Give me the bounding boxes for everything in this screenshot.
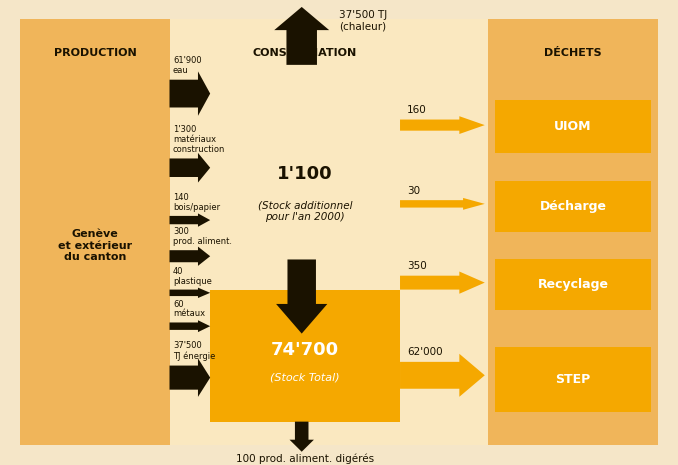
Text: 300
prod. aliment.: 300 prod. aliment. — [173, 227, 232, 246]
Text: 30: 30 — [407, 186, 420, 196]
Text: PRODUCTION: PRODUCTION — [54, 48, 136, 58]
Text: UIOM: UIOM — [554, 120, 592, 133]
FancyBboxPatch shape — [495, 100, 651, 153]
Text: 61'900
eau: 61'900 eau — [173, 56, 201, 74]
FancyBboxPatch shape — [495, 259, 651, 311]
Text: 160: 160 — [407, 105, 426, 115]
Text: 350: 350 — [407, 261, 426, 271]
Text: 140
bois/papier: 140 bois/papier — [173, 193, 220, 212]
Text: 1'100: 1'100 — [277, 165, 333, 183]
Polygon shape — [170, 71, 210, 116]
Polygon shape — [400, 272, 485, 294]
FancyBboxPatch shape — [495, 347, 651, 412]
Text: 62'000: 62'000 — [407, 347, 443, 357]
Text: STEP: STEP — [555, 373, 591, 386]
FancyBboxPatch shape — [20, 19, 170, 445]
FancyBboxPatch shape — [407, 19, 488, 445]
Polygon shape — [290, 422, 314, 452]
Text: 74'700: 74'700 — [271, 341, 339, 359]
FancyBboxPatch shape — [488, 19, 658, 445]
Text: Recyclage: Recyclage — [538, 279, 608, 292]
Polygon shape — [170, 288, 210, 298]
Polygon shape — [170, 320, 210, 332]
FancyBboxPatch shape — [210, 290, 400, 422]
Text: 100 prod. aliment. digérés: 100 prod. aliment. digérés — [236, 453, 374, 464]
Polygon shape — [170, 359, 210, 397]
Polygon shape — [276, 259, 327, 333]
Text: 37'500
TJ énergie: 37'500 TJ énergie — [173, 341, 216, 361]
FancyBboxPatch shape — [170, 19, 407, 445]
FancyBboxPatch shape — [495, 181, 651, 232]
Polygon shape — [274, 7, 330, 65]
Text: (Stock additionnel
pour l'an 2000): (Stock additionnel pour l'an 2000) — [258, 200, 353, 222]
Polygon shape — [170, 153, 210, 183]
Text: (Stock Total): (Stock Total) — [271, 372, 340, 383]
Text: 40
plastique: 40 plastique — [173, 267, 212, 286]
Polygon shape — [170, 246, 210, 266]
Text: Genève
et extérieur
du canton: Genève et extérieur du canton — [58, 229, 132, 262]
Text: 1'300
matériaux
construction: 1'300 matériaux construction — [173, 126, 225, 154]
Text: DÉCHETS: DÉCHETS — [544, 48, 601, 58]
Polygon shape — [400, 116, 485, 134]
Polygon shape — [170, 213, 210, 227]
Polygon shape — [400, 198, 485, 210]
Text: CONSOMMATION: CONSOMMATION — [253, 48, 357, 58]
Polygon shape — [400, 354, 485, 397]
Text: 60
métaux: 60 métaux — [173, 300, 205, 319]
Text: Décharge: Décharge — [540, 199, 606, 213]
Text: 37'500 TJ
(chaleur): 37'500 TJ (chaleur) — [339, 10, 387, 32]
